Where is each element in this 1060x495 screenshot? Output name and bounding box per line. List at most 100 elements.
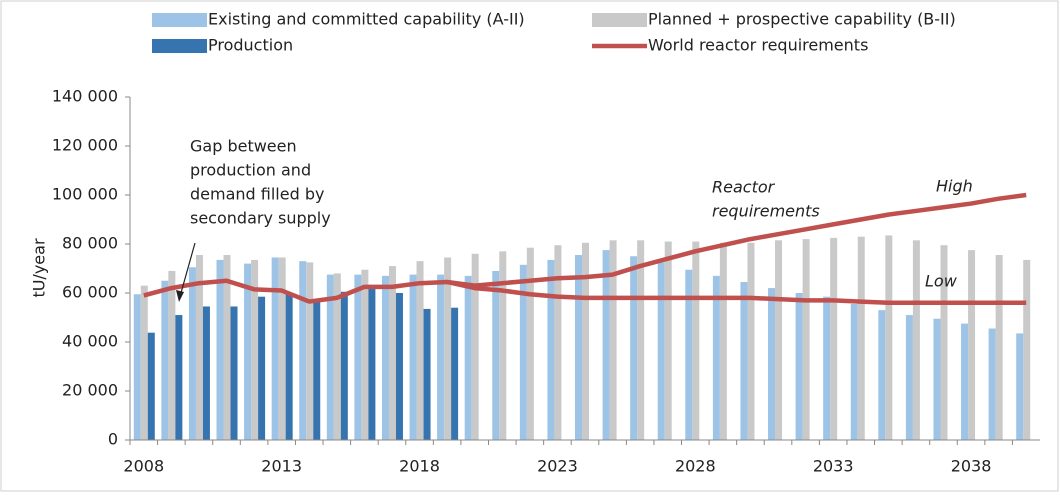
- bar: [368, 288, 376, 440]
- bar: [285, 294, 293, 440]
- x-tick-label: 2018: [399, 457, 440, 476]
- bar: [823, 296, 831, 440]
- bar: [326, 274, 334, 440]
- bar: [547, 259, 555, 440]
- bar: [747, 242, 755, 440]
- y-tick-label: 40 000: [62, 332, 118, 351]
- bar: [850, 304, 858, 440]
- y-tick-label: 140 000: [52, 87, 118, 106]
- bar: [499, 251, 507, 440]
- y-tick-label: 60 000: [62, 283, 118, 302]
- bar: [437, 274, 445, 440]
- legend-label: Production: [208, 36, 293, 55]
- x-tick-label: 2038: [951, 457, 992, 476]
- bar: [230, 306, 238, 440]
- requirement-line: [143, 192, 1027, 304]
- bar: [299, 261, 307, 440]
- bar: [657, 262, 665, 440]
- legend-label: Planned + prospective capability (B-II): [648, 10, 956, 29]
- bar: [554, 245, 562, 440]
- bar: [340, 291, 348, 440]
- x-tick-label: 2033: [813, 457, 854, 476]
- bar: [444, 257, 452, 440]
- bar: [381, 275, 389, 440]
- y-tick-label: 20 000: [62, 381, 118, 400]
- bar: [416, 261, 424, 440]
- bar: [258, 296, 266, 440]
- bar: [712, 275, 720, 440]
- bar: [719, 242, 727, 440]
- legend-swatch: [592, 13, 647, 27]
- bar: [575, 255, 582, 440]
- y-tick-label: 120 000: [52, 136, 118, 155]
- annotation: High: [936, 177, 973, 196]
- annotation: secondary supply: [190, 209, 331, 228]
- bar: [313, 301, 321, 440]
- y-tick-label: 100 000: [52, 185, 118, 204]
- bar: [361, 269, 369, 440]
- bar: [933, 318, 941, 440]
- bar: [602, 250, 610, 440]
- bar: [492, 270, 500, 440]
- bar: [988, 328, 996, 440]
- bar: [526, 247, 534, 440]
- annotation-arrowhead: [176, 290, 184, 302]
- bar: [802, 239, 810, 440]
- bar: [464, 275, 472, 440]
- bar: [905, 315, 913, 440]
- bar: [795, 293, 803, 440]
- bar: [968, 250, 976, 440]
- annotation: Reactor: [712, 178, 776, 197]
- bar: [740, 281, 748, 440]
- bar: [195, 255, 203, 440]
- bar: [878, 310, 886, 440]
- bar: [271, 257, 279, 440]
- bar: [630, 256, 638, 440]
- bar: [637, 240, 645, 440]
- bar: [451, 307, 459, 440]
- bar: [216, 259, 224, 440]
- annotation-arrow: [178, 242, 196, 301]
- bar: [609, 240, 617, 440]
- y-axis-label: tU/year: [30, 238, 49, 297]
- bar: [1023, 259, 1031, 440]
- bar: [423, 308, 431, 440]
- bar: [168, 270, 176, 440]
- x-tick-label: 2008: [123, 457, 164, 476]
- bar: [995, 255, 1003, 440]
- bar: [306, 262, 314, 440]
- bar: [582, 242, 589, 440]
- bar: [912, 240, 920, 440]
- bar: [188, 267, 196, 440]
- x-tick-label: 2023: [537, 457, 578, 476]
- bar: [830, 237, 838, 440]
- x-tick-label: 2013: [261, 457, 302, 476]
- legend-swatch: [152, 39, 207, 53]
- bar: [961, 323, 969, 440]
- bar: [278, 257, 286, 440]
- bar: [885, 235, 893, 440]
- bar: [161, 280, 169, 440]
- y-tick-label: 80 000: [62, 234, 118, 253]
- bar: [175, 315, 183, 440]
- bar: [388, 266, 396, 440]
- annotation: Gap between: [190, 137, 297, 156]
- annotation: Low: [925, 272, 958, 291]
- legend-label: World reactor requirements: [648, 36, 868, 55]
- bar: [692, 241, 700, 440]
- bar: [768, 288, 776, 440]
- bar: [251, 259, 259, 440]
- bar: [857, 236, 865, 440]
- legend-swatch: [152, 13, 207, 27]
- x-tick-label: 2028: [675, 457, 716, 476]
- annotation: production and: [190, 161, 311, 180]
- bar: [519, 264, 527, 440]
- annotation: demand filled by: [190, 185, 324, 204]
- bar: [133, 294, 141, 440]
- bar: [775, 240, 783, 440]
- bar: [1016, 333, 1024, 440]
- bar: [409, 274, 417, 440]
- bar: [140, 285, 148, 440]
